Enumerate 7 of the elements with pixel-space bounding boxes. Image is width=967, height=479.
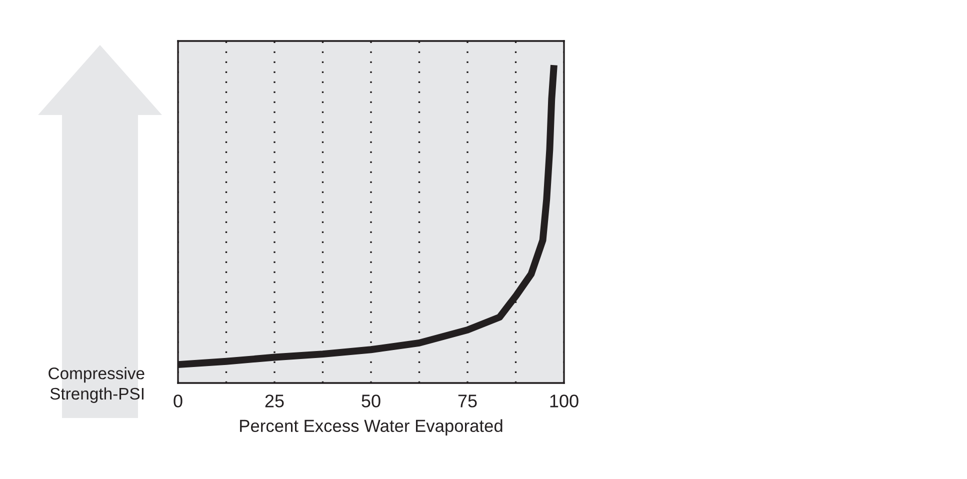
x-tick-label: 75 xyxy=(458,394,477,408)
x-tick-label: 25 xyxy=(265,394,284,408)
x-axis-title: Percent Excess Water Evaporated xyxy=(240,419,502,436)
y-axis-title: Compressive Strength-PSI xyxy=(48,367,144,403)
x-tick-label: 0 xyxy=(174,394,182,408)
x-tick-label: 100 xyxy=(550,394,578,408)
x-tick-label: 50 xyxy=(362,394,380,408)
